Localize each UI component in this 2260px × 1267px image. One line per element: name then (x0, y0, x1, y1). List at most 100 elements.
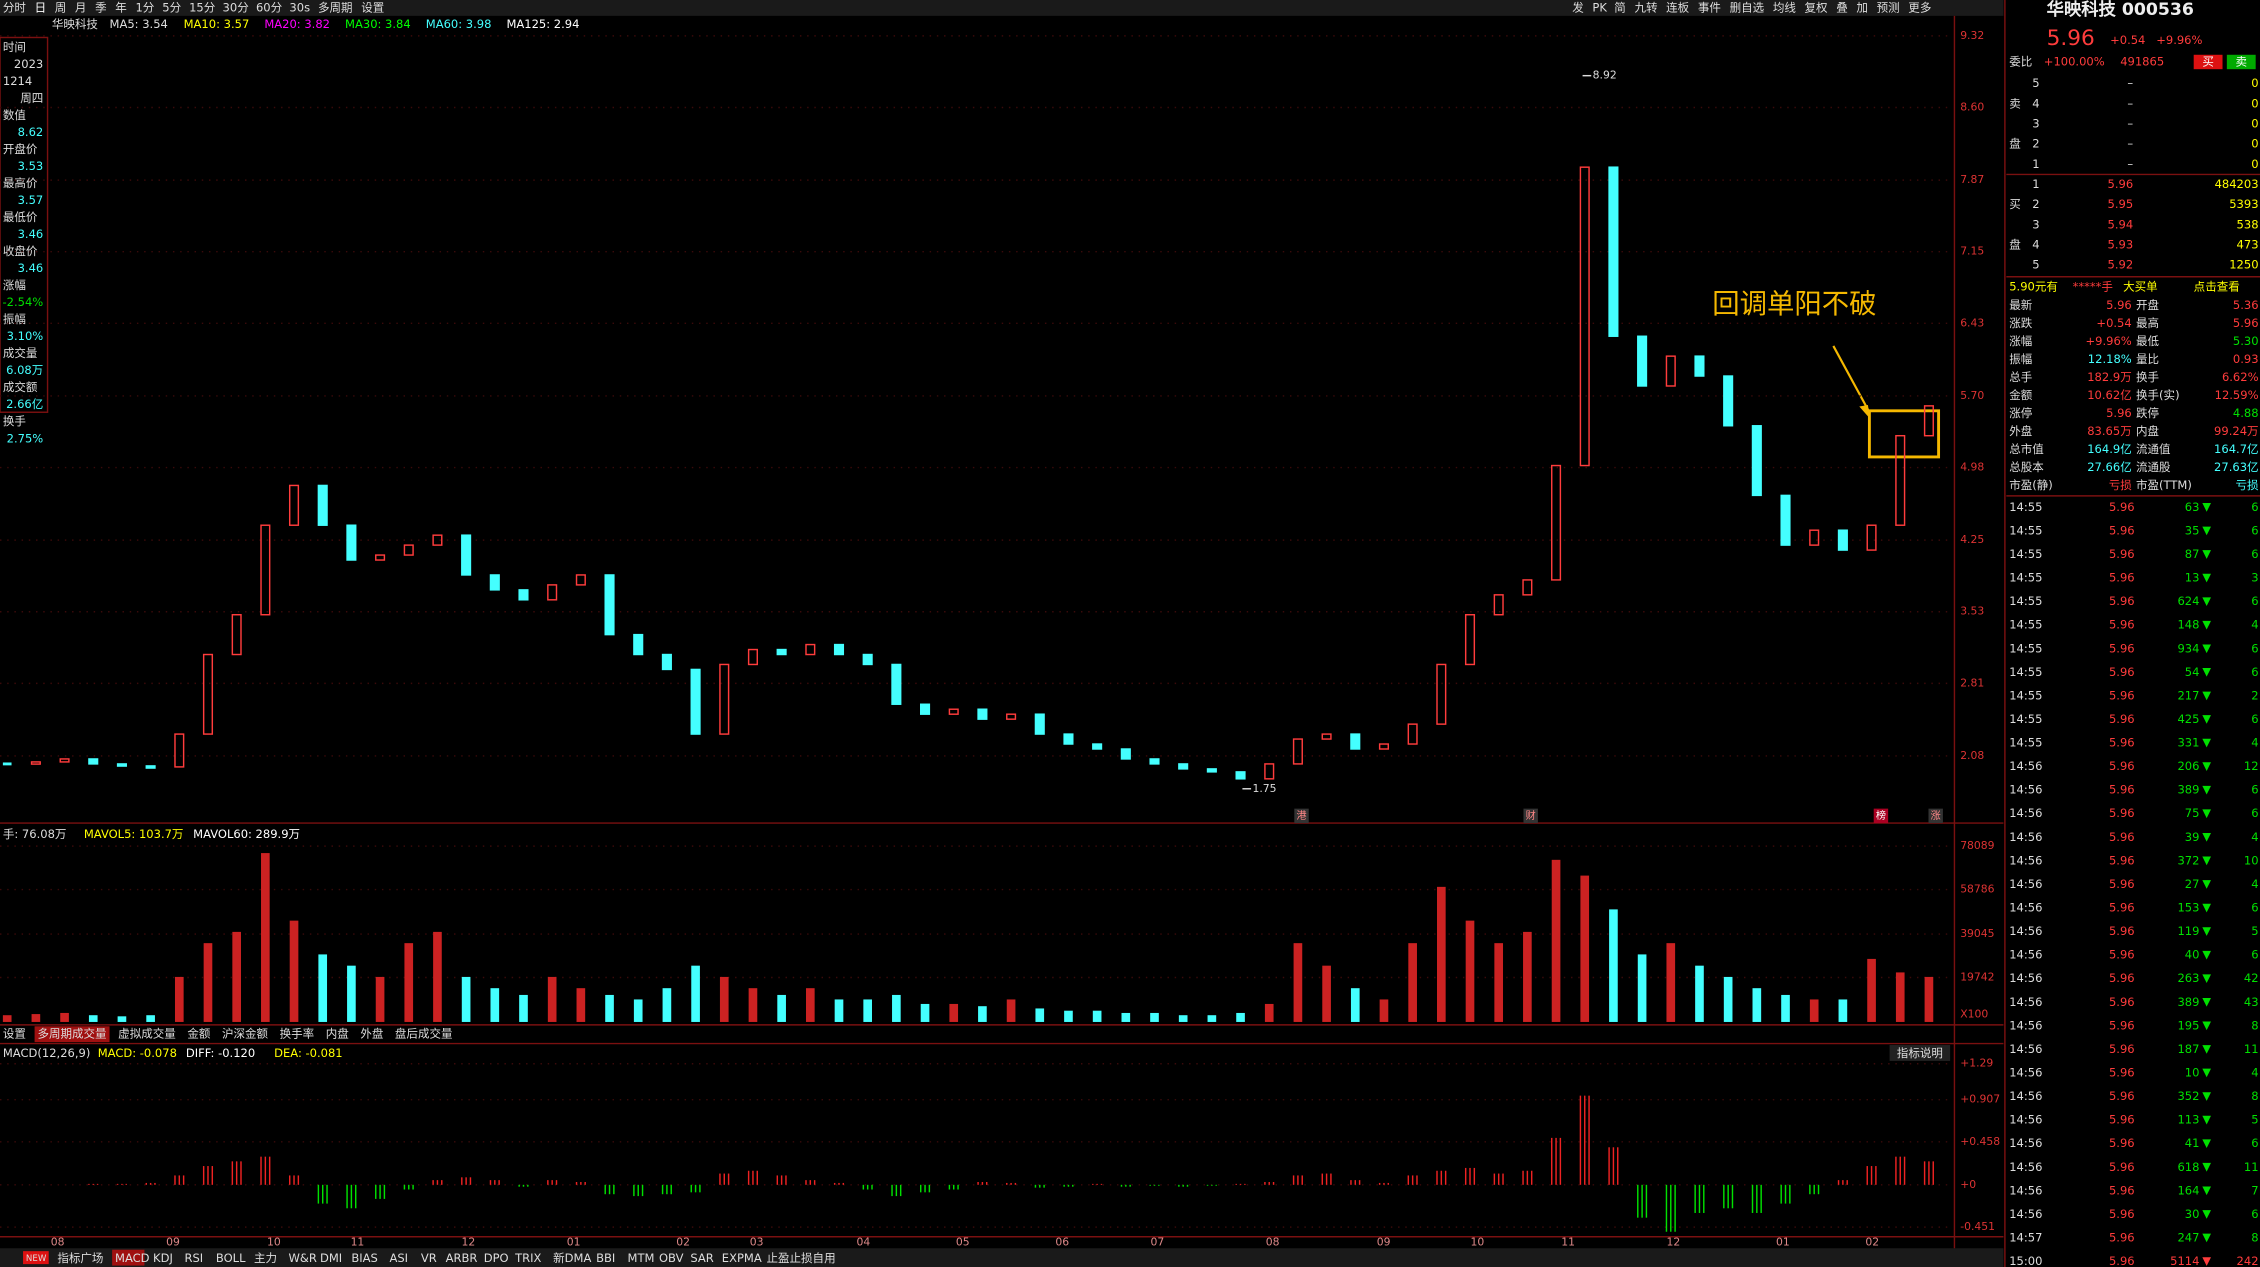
indicator-tab[interactable]: NEW (26, 1254, 47, 1264)
indicator-tab[interactable]: BIAS (351, 1251, 377, 1265)
indicator-tab[interactable]: BOLL (216, 1251, 246, 1265)
indicator-tab[interactable]: 新DMA (553, 1251, 591, 1265)
indicator-tab[interactable]: 主力 (254, 1251, 277, 1265)
trade-volume: 13 (2185, 571, 2200, 585)
info-item: 8.62 (18, 125, 44, 139)
volume-tab[interactable]: 内盘 (326, 1027, 349, 1041)
quote-value: 亏损 (2236, 478, 2260, 492)
big-order[interactable]: 点击查看 (2194, 279, 2240, 293)
tool-button[interactable]: 更多 (1908, 0, 1931, 14)
tool-button[interactable]: 删自选 (1730, 0, 1765, 14)
period-tab[interactable]: 30s (289, 0, 310, 14)
x-tick-label: 09 (1377, 1235, 1391, 1248)
event-marker[interactable]: 涨 (1931, 810, 1941, 822)
trade-volume: 195 (2177, 1018, 2199, 1032)
buy-button[interactable]: 买 (2202, 54, 2214, 68)
marker-bg (1928, 808, 1943, 824)
trade-price: 5.96 (2109, 877, 2135, 891)
volume-tab[interactable]: 多周期成交量 (37, 1027, 106, 1041)
indicator-tab[interactable]: ARBR (446, 1251, 478, 1265)
info-item: 振幅 (3, 312, 26, 326)
indicator-tab[interactable]: DPO (484, 1251, 509, 1265)
period-tab[interactable]: 15分 (189, 0, 216, 14)
period-tab[interactable]: 日 (35, 0, 47, 14)
volume-bar (1867, 958, 1876, 1022)
volume-tab[interactable]: 沪深金额 (222, 1027, 269, 1041)
indicator-tab[interactable]: 止盈止损自用 (766, 1251, 835, 1265)
tool-button[interactable]: 发 (1572, 0, 1584, 14)
indicator-tab[interactable]: VR (421, 1251, 437, 1265)
sell-button[interactable]: 卖 (2236, 54, 2248, 68)
tool-button[interactable]: 均线 (1773, 0, 1797, 14)
quote-value: 5.96 (2106, 298, 2132, 312)
indicator-tab[interactable]: ASI (389, 1251, 408, 1265)
ma-value: MA5: 3.54 (110, 17, 168, 31)
trade-count: 6 (2251, 594, 2258, 608)
volume-bar (404, 943, 414, 1022)
quote-label: 市盈(静) (2009, 478, 2053, 492)
indicator-tab[interactable]: KDJ (153, 1251, 173, 1265)
tool-button[interactable]: 九转 (1634, 0, 1658, 14)
x-tick-label: 01 (1776, 1235, 1790, 1248)
candle (1178, 763, 1189, 770)
period-tab[interactable]: 月 (75, 0, 87, 14)
period-tab[interactable]: 周 (55, 0, 67, 14)
tool-button[interactable]: PK (1592, 0, 1607, 14)
indicator-tab[interactable]: 指标广场 (57, 1251, 103, 1265)
indicator-tab[interactable]: MACD (115, 1251, 150, 1265)
volume-bar (519, 994, 528, 1022)
period-tab[interactable]: 分时 (3, 0, 27, 14)
volume-bar (1006, 999, 1016, 1022)
indicator-tab[interactable]: BBI (596, 1251, 615, 1265)
indicator-tab[interactable]: RSI (184, 1251, 203, 1265)
tool-button[interactable]: 预测 (1877, 0, 1900, 14)
side-label: 盘 (2009, 238, 2021, 252)
indicator-tab[interactable]: TRIX (514, 1251, 541, 1265)
tool-button[interactable]: 简 (1614, 0, 1626, 14)
volume-tab[interactable]: 盘后成交量 (395, 1027, 453, 1041)
candle (1866, 524, 1877, 551)
volume-bar (949, 1003, 959, 1022)
indicator-tab[interactable]: MTM (628, 1251, 655, 1265)
trade-arrow (2202, 1045, 2211, 1054)
indicator-tab[interactable]: EXPMA (722, 1251, 762, 1265)
trade-price: 5.96 (2109, 853, 2135, 867)
tool-button[interactable]: 连板 (1666, 0, 1690, 14)
tool-button[interactable]: 复权 (1805, 0, 1829, 14)
trade-price: 5.96 (2109, 1207, 2135, 1221)
indicator-tab[interactable]: W&R (289, 1251, 317, 1265)
period-tab[interactable]: 季 (95, 0, 107, 14)
period-tab[interactable]: 设置 (361, 0, 384, 14)
tool-button[interactable]: 事件 (1698, 0, 1721, 14)
candle (633, 633, 644, 656)
volume-tab[interactable]: 金额 (187, 1027, 211, 1041)
tool-button[interactable]: 叠 (1836, 0, 1848, 14)
quote-label: 振幅 (2009, 352, 2032, 366)
volume-tab[interactable]: 设置 (3, 1027, 26, 1041)
period-tab[interactable]: 年 (115, 0, 127, 14)
indicator-tab[interactable]: DMI (320, 1251, 342, 1265)
volume-tab[interactable]: 外盘 (360, 1027, 383, 1041)
trade-time: 14:56 (2009, 1089, 2042, 1103)
period-tab[interactable]: 60分 (256, 0, 283, 14)
tool-button[interactable]: 加 (1856, 0, 1868, 14)
help-button[interactable]: 指标说明 (1897, 1046, 1943, 1060)
period-tab[interactable]: 30分 (223, 0, 250, 14)
event-marker[interactable]: 财 (1526, 809, 1536, 822)
trade-price: 5.96 (2109, 500, 2135, 514)
period-tab[interactable]: 多周期 (318, 0, 353, 14)
indicator-tab[interactable]: OBV (659, 1251, 684, 1265)
volume-bar (1437, 886, 1446, 1022)
event-marker[interactable]: 港 (1296, 810, 1306, 822)
volume-tab[interactable]: 虚拟成交量 (118, 1027, 176, 1041)
level-price: – (2127, 157, 2133, 171)
period-tab[interactable]: 1分 (135, 0, 154, 14)
level-price: 5.93 (2108, 238, 2134, 252)
indicator-tab[interactable]: SAR (690, 1251, 713, 1265)
period-tab[interactable]: 5分 (162, 0, 181, 14)
event-marker[interactable]: 榜 (1876, 809, 1886, 822)
volume-tab[interactable]: 换手率 (280, 1027, 315, 1041)
x-tick-label: 12 (1667, 1235, 1681, 1248)
candle (1579, 166, 1590, 467)
